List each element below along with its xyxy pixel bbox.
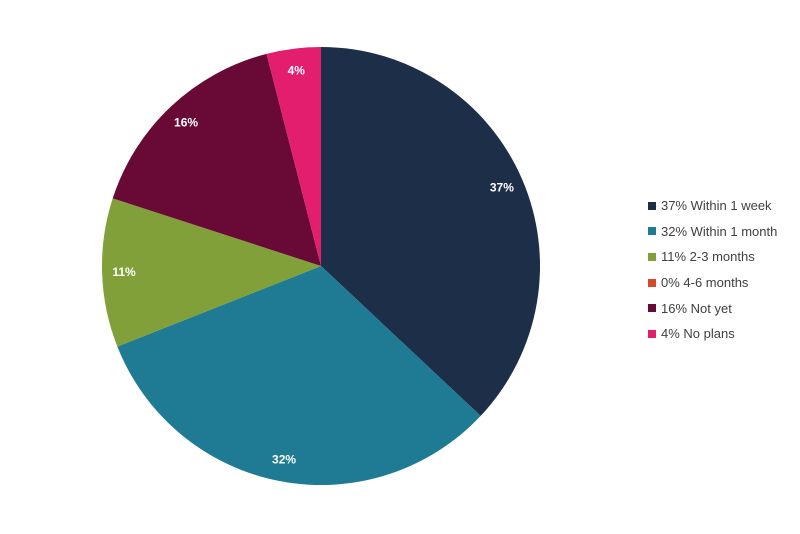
pie-slice-label-5: 4% <box>288 63 306 77</box>
legend-item-5: 4% No plans <box>648 321 777 347</box>
legend-swatch-0 <box>648 201 656 210</box>
legend-label-5: 4% No plans <box>661 326 735 342</box>
legend-label-3: 0% 4-6 months <box>661 275 749 291</box>
legend-swatch-1 <box>648 227 656 236</box>
legend-label-4: 16% Not yet <box>661 300 732 316</box>
pie-slice-label-2: 11% <box>112 265 136 279</box>
pie-slices <box>102 47 540 485</box>
pie-slice-1 <box>117 266 481 485</box>
pie-slice-0 <box>321 47 540 416</box>
legend-item-4: 16% Not yet <box>648 295 777 321</box>
legend-item-3: 0% 4-6 months <box>648 270 777 296</box>
legend-item-1: 32% Within 1 month <box>648 219 777 245</box>
legend-item-0: 37% Within 1 week <box>648 193 777 219</box>
legend-swatch-4 <box>648 304 656 313</box>
legend-label-1: 32% Within 1 month <box>661 223 778 239</box>
pie-slice-5 <box>266 47 321 266</box>
pie-slice-2 <box>102 198 322 347</box>
legend-swatch-2 <box>648 252 656 261</box>
pie-slice-label-4: 16% <box>174 115 198 129</box>
pie-slice-label-1: 32% <box>272 453 296 467</box>
pie-slice-4 <box>112 53 321 267</box>
legend-label-0: 37% Within 1 week <box>661 198 772 214</box>
pie-slice-labels: 37% 32% 11% 16% 4% <box>112 63 514 466</box>
legend-swatch-5 <box>648 329 656 338</box>
legend-item-2: 11% 2-3 months <box>648 244 777 270</box>
legend-swatch-3 <box>648 278 656 287</box>
pie-slice-label-0: 37% <box>490 181 514 195</box>
legend-label-2: 11% 2-3 months <box>661 249 755 265</box>
legend: 37% Within 1 week 32% Within 1 month 11% 2… <box>648 193 777 347</box>
